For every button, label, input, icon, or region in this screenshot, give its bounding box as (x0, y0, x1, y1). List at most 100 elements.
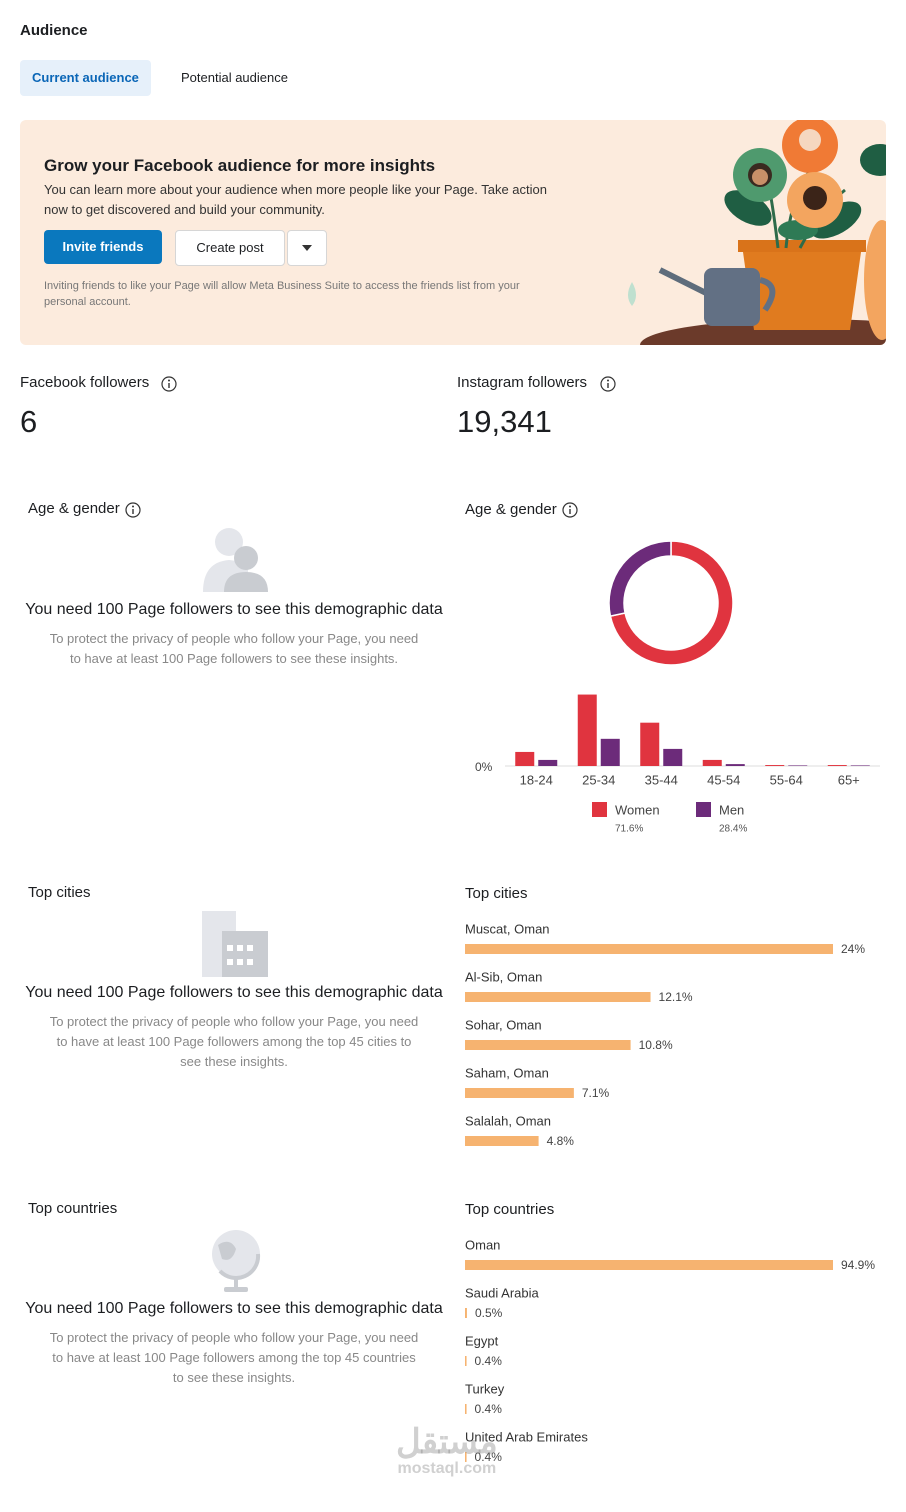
x-tick-label: 35-44 (645, 772, 678, 787)
tab[interactable]: Potential audience (181, 70, 288, 85)
banner-title: Grow your Facebook audience for more ins… (44, 156, 436, 175)
info-icon-dot (168, 379, 170, 382)
bar (465, 1088, 574, 1098)
bar (465, 1404, 467, 1414)
bar-category: Saudi Arabia (465, 1285, 539, 1300)
city-icon (202, 911, 268, 977)
bar (465, 1356, 467, 1366)
bar-category: Muscat, Oman (465, 921, 550, 936)
bar (725, 764, 745, 766)
bar (850, 765, 870, 766)
bar-category: Salalah, Oman (465, 1113, 551, 1128)
bar (465, 944, 833, 954)
legend-swatch (592, 802, 607, 817)
value-label: 0.4% (475, 1354, 503, 1368)
y-tick-label: 0% (475, 760, 493, 774)
x-tick-label: 18-24 (520, 772, 553, 787)
bar-category: Al-Sib, Oman (465, 969, 542, 984)
value-label: 24% (841, 942, 865, 956)
follower-count: 6 (20, 404, 38, 439)
bar (788, 765, 808, 766)
x-tick-label: 55-64 (770, 772, 803, 787)
illustration (628, 120, 886, 345)
people-icon (203, 528, 268, 592)
legend-value: 71.6% (615, 824, 643, 835)
create-post-button[interactable]: Create post (175, 230, 285, 266)
bar-category: Egypt (465, 1333, 499, 1348)
value-label: 0.5% (475, 1306, 503, 1320)
bar (827, 765, 847, 766)
x-tick-label: 65+ (838, 772, 860, 787)
chart-title: Top cities (465, 885, 528, 902)
bar (465, 992, 651, 1002)
value-label: 10.8% (639, 1038, 673, 1052)
value-label: 0.4% (475, 1450, 503, 1464)
panel-detail: To protect the privacy of people who fol… (49, 1014, 419, 1069)
legend-label: Men (719, 802, 744, 817)
caret (302, 245, 312, 251)
dropdown-button[interactable] (287, 230, 327, 266)
info-icon (562, 502, 578, 518)
bar (465, 1136, 539, 1146)
bar (515, 751, 535, 766)
bar-category: Sohar, Oman (465, 1017, 542, 1032)
chart-title: Top countries (465, 1201, 554, 1218)
panel-detail: To protect the privacy of people who fol… (49, 631, 419, 666)
watermark: مستقل mostaql.com (396, 1424, 498, 1478)
follower-label: Instagram followers (457, 374, 588, 391)
invite-button[interactable]: Invite friends (44, 230, 162, 264)
x-tick-label: 45-54 (707, 772, 740, 787)
legend-swatch (696, 802, 711, 817)
bar (465, 1260, 833, 1270)
bar (465, 1452, 467, 1462)
x-tick-label: 25-34 (582, 772, 615, 787)
panel-detail: To protect the privacy of people who fol… (49, 1330, 419, 1385)
page-title: Audience (20, 22, 88, 39)
panel-title: Top countries (28, 1200, 118, 1217)
tab[interactable]: Current audience (20, 60, 151, 96)
legend-value: 28.4% (719, 824, 747, 835)
info-icon-dot (569, 505, 571, 508)
bar (465, 1308, 467, 1318)
panel-title: Top cities (28, 884, 91, 901)
donut-segment (608, 540, 672, 618)
bar (465, 1040, 631, 1050)
info-icon-dot (607, 379, 609, 382)
value-label: 7.1% (582, 1086, 610, 1100)
bar (663, 748, 683, 766)
info-icon-dot (132, 505, 134, 508)
value-label: 4.8% (547, 1134, 575, 1148)
follower-count: 19,341 (457, 404, 552, 439)
legend-label: Women (615, 802, 660, 817)
bar-category: Turkey (465, 1381, 505, 1396)
follower-label: Facebook followers (20, 374, 150, 391)
bar-category: United Arab Emirates (465, 1429, 588, 1444)
info-icon (161, 376, 177, 392)
value-label: 0.4% (475, 1402, 503, 1416)
globe-icon (212, 1230, 261, 1292)
banner-note: Inviting friends to like your Page will … (44, 280, 520, 308)
bar (600, 738, 620, 766)
value-label: 94.9% (841, 1258, 875, 1272)
chart-title: Age & gender (465, 501, 557, 518)
bar (765, 765, 785, 766)
bar (577, 694, 597, 766)
watermark-text: مستقل (396, 1423, 498, 1461)
bar (702, 759, 722, 766)
banner-text: You can learn more about your audience w… (44, 182, 547, 217)
donut-segment (609, 540, 734, 666)
panel-message: You need 100 Page followers to see this … (25, 1300, 443, 1317)
bar-category: Oman (465, 1237, 500, 1252)
info-icon (600, 376, 616, 392)
value-label: 12.1% (659, 990, 693, 1004)
bar-category: Saham, Oman (465, 1065, 549, 1080)
watermark-site: mostaql.com (397, 1460, 497, 1477)
info-icon (125, 502, 141, 518)
panel-message: You need 100 Page followers to see this … (25, 601, 443, 618)
panel-message: You need 100 Page followers to see this … (25, 984, 443, 1001)
bar (640, 722, 660, 766)
panel-title: Age & gender (28, 500, 120, 517)
bar (538, 759, 558, 766)
